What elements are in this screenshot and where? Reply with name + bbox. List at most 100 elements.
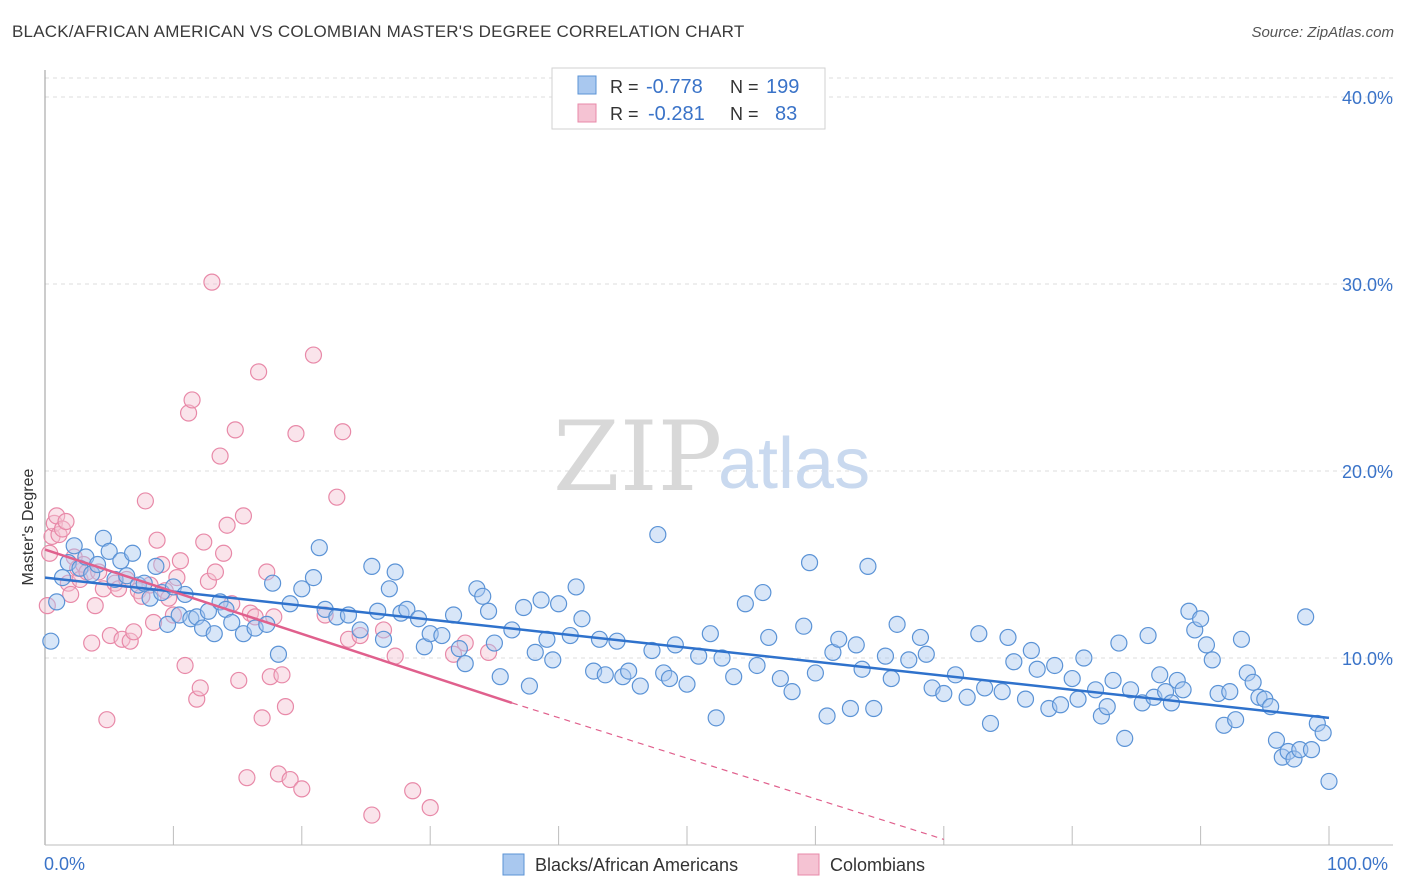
data-point — [98, 711, 116, 729]
y-axis-label: Master's Degree — [20, 468, 37, 585]
data-point — [456, 655, 474, 673]
data-point — [273, 666, 291, 684]
legend-n-value-pink: 83 — [775, 103, 797, 125]
blacks-points — [42, 525, 1338, 791]
data-point — [1227, 711, 1245, 729]
watermark-atlas: atlas — [718, 424, 870, 504]
data-point — [1162, 694, 1181, 712]
data-point — [544, 651, 562, 669]
data-point — [386, 563, 404, 581]
data-point — [433, 626, 451, 645]
data-point — [168, 568, 186, 587]
data-point — [1291, 741, 1309, 759]
data-point — [678, 675, 696, 693]
data-point — [121, 632, 139, 650]
data-point — [549, 595, 568, 613]
data-point — [853, 660, 871, 678]
data-point — [287, 425, 305, 443]
data-point — [264, 574, 282, 592]
data-point — [421, 798, 439, 817]
data-point — [1314, 724, 1332, 742]
data-point — [725, 668, 743, 686]
data-point — [841, 699, 860, 718]
data-point — [865, 699, 883, 718]
data-point — [65, 537, 83, 555]
colombians-points — [38, 273, 498, 824]
data-point — [1110, 634, 1128, 652]
data-point — [351, 621, 369, 639]
data-point — [649, 525, 667, 544]
data-point — [748, 656, 766, 675]
data-point — [818, 707, 836, 725]
data-point — [191, 679, 209, 697]
data-point — [900, 651, 918, 669]
data-point — [935, 684, 953, 703]
data-point — [830, 630, 848, 648]
data-point — [1197, 636, 1216, 654]
data-point — [958, 688, 976, 706]
y-tick-label-30: 30.0% — [1342, 275, 1393, 295]
data-point — [48, 593, 66, 611]
data-point — [450, 640, 468, 658]
data-point — [100, 542, 118, 561]
data-point — [211, 447, 229, 465]
data-point — [57, 512, 75, 531]
data-point — [1046, 656, 1064, 675]
trend-line-colombians — [44, 548, 513, 705]
data-point — [859, 557, 877, 575]
data-point — [293, 580, 311, 598]
data-point — [1121, 681, 1140, 699]
data-point — [334, 423, 352, 441]
data-point — [485, 634, 503, 652]
data-point — [1285, 750, 1303, 768]
legend-r-label-pink: R = — [610, 104, 639, 124]
data-point — [226, 421, 244, 439]
data-point — [404, 782, 422, 800]
data-point — [993, 683, 1011, 701]
trend-line-colombians-extension — [511, 702, 944, 840]
data-point — [1168, 671, 1186, 690]
bottom-legend-label-blue: Blacks/African Americans — [535, 855, 738, 875]
data-point — [999, 628, 1017, 647]
data-point — [771, 669, 789, 688]
data-point — [882, 669, 900, 688]
data-point — [304, 568, 323, 587]
chart-title: BLACK/AFRICAN AMERICAN VS COLOMBIAN MAST… — [12, 22, 745, 41]
data-point — [514, 598, 533, 617]
data-point — [917, 645, 935, 663]
legend-n-label-blue: N = — [730, 77, 759, 97]
legend-r-label-blue: R = — [610, 77, 639, 97]
data-point — [888, 615, 906, 633]
data-point — [620, 662, 638, 680]
data-point — [1086, 681, 1105, 699]
data-point — [144, 613, 163, 632]
bottom-legend-swatch-blue — [502, 853, 525, 876]
data-point — [1005, 653, 1023, 671]
data-point — [171, 552, 190, 570]
data-point — [1302, 741, 1321, 759]
data-point — [1221, 683, 1239, 701]
data-point — [203, 273, 221, 291]
data-point — [479, 602, 498, 620]
data-point — [218, 516, 236, 534]
data-point — [351, 626, 369, 645]
y-tick-label-40: 40.0% — [1342, 88, 1393, 108]
data-point — [1104, 671, 1122, 690]
data-point — [158, 615, 177, 633]
y-tick-label-10: 10.0% — [1342, 649, 1393, 669]
data-point — [1151, 666, 1169, 684]
data-point — [125, 623, 143, 641]
data-point — [847, 636, 865, 654]
trend-line-blacks — [44, 576, 1330, 720]
legend-n-label-pink: N = — [730, 104, 759, 124]
data-point — [1203, 651, 1221, 669]
data-point — [1238, 664, 1256, 682]
x-tick-label-max: 100.0% — [1327, 854, 1388, 874]
y-tick-label-20: 20.0% — [1342, 462, 1393, 482]
data-point — [520, 677, 539, 695]
bottom-legend-swatch-pink — [797, 853, 820, 876]
data-point — [736, 595, 754, 613]
data-point — [86, 597, 104, 615]
data-point — [946, 666, 965, 684]
